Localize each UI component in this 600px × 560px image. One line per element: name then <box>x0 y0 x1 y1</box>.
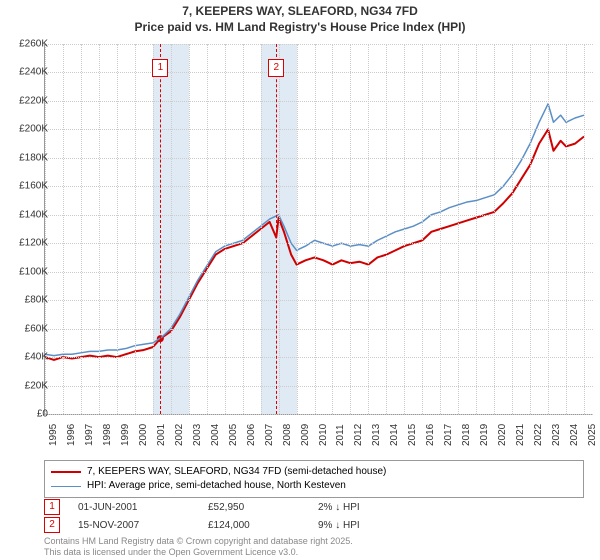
x-tick-label: 2015 <box>407 424 418 446</box>
x-tick-label: 2001 <box>156 424 167 446</box>
x-tick-label: 2011 <box>335 424 346 446</box>
annotation-date-1: 01-JUN-2001 <box>78 502 208 513</box>
y-tick-label: £220K <box>19 95 48 106</box>
y-tick-label: £120K <box>19 238 48 249</box>
footer-line2: This data is licensed under the Open Gov… <box>44 547 353 558</box>
x-tick-label: 2021 <box>515 424 526 446</box>
annotation-price-2: £124,000 <box>208 520 318 531</box>
annotation-table: 1 01-JUN-2001 £52,950 2% ↓ HPI 2 15-NOV-… <box>44 498 408 534</box>
y-tick-label: £20K <box>25 380 48 391</box>
legend-label-2: HPI: Average price, semi-detached house,… <box>87 479 346 493</box>
legend-swatch-1 <box>51 471 81 473</box>
x-tick-label: 2014 <box>389 424 400 446</box>
x-tick-label: 2004 <box>210 424 221 446</box>
x-tick-label: 2016 <box>425 424 436 446</box>
x-tick-label: 2012 <box>353 424 364 446</box>
x-tick-label: 2008 <box>282 424 293 446</box>
title-line1: 7, KEEPERS WAY, SLEAFORD, NG34 7FD <box>0 4 600 20</box>
x-tick-label: 2022 <box>533 424 544 446</box>
chart-title: 7, KEEPERS WAY, SLEAFORD, NG34 7FD Price… <box>0 0 600 35</box>
y-tick-label: £80K <box>25 295 48 306</box>
x-tick-label: 1996 <box>66 424 77 446</box>
x-tick-label: 1998 <box>102 424 113 446</box>
chart-container: 7, KEEPERS WAY, SLEAFORD, NG34 7FD Price… <box>0 0 600 560</box>
x-tick-label: 2006 <box>246 424 257 446</box>
y-tick-label: £0 <box>37 409 48 420</box>
legend-label-1: 7, KEEPERS WAY, SLEAFORD, NG34 7FD (semi… <box>87 465 386 479</box>
y-tick-label: £140K <box>19 209 48 220</box>
y-tick-label: £200K <box>19 124 48 135</box>
x-tick-label: 2000 <box>138 424 149 446</box>
annotation-row-2: 2 15-NOV-2007 £124,000 9% ↓ HPI <box>44 516 408 534</box>
legend-swatch-2 <box>51 486 81 487</box>
x-tick-label: 2005 <box>228 424 239 446</box>
x-tick-label: 2023 <box>551 424 562 446</box>
x-tick-label: 2013 <box>371 424 382 446</box>
footer-line1: Contains HM Land Registry data © Crown c… <box>44 536 353 547</box>
y-tick-label: £40K <box>25 352 48 363</box>
legend-item-1: 7, KEEPERS WAY, SLEAFORD, NG34 7FD (semi… <box>51 465 577 479</box>
x-tick-label: 1997 <box>84 424 95 446</box>
x-tick-label: 2019 <box>479 424 490 446</box>
annotation-date-2: 15-NOV-2007 <box>78 520 208 531</box>
x-tick-label: 2002 <box>174 424 185 446</box>
x-tick-label: 2003 <box>192 424 203 446</box>
x-tick-label: 2007 <box>264 424 275 446</box>
y-tick-label: £180K <box>19 152 48 163</box>
title-line2: Price paid vs. HM Land Registry's House … <box>0 20 600 36</box>
x-tick-label: 2010 <box>318 424 329 446</box>
x-tick-label: 2009 <box>300 424 311 446</box>
x-tick-label: 2020 <box>497 424 508 446</box>
marker-box-2: 2 <box>268 59 284 77</box>
x-tick-label: 1999 <box>120 424 131 446</box>
y-tick-label: £240K <box>19 67 48 78</box>
x-tick-label: 2017 <box>443 424 454 446</box>
annotation-pct-2: 9% ↓ HPI <box>318 520 408 531</box>
x-tick-label: 2025 <box>587 424 598 446</box>
line-layer <box>45 44 593 414</box>
marker-box-1: 1 <box>152 59 168 77</box>
footer-text: Contains HM Land Registry data © Crown c… <box>44 536 353 558</box>
annotation-pct-1: 2% ↓ HPI <box>318 502 408 513</box>
annotation-marker-2: 2 <box>44 517 60 533</box>
plot-area: 12 <box>44 44 593 415</box>
x-tick-label: 2024 <box>569 424 580 446</box>
x-tick-label: 2018 <box>461 424 472 446</box>
legend-item-2: HPI: Average price, semi-detached house,… <box>51 479 577 493</box>
y-tick-label: £60K <box>25 323 48 334</box>
annotation-row-1: 1 01-JUN-2001 £52,950 2% ↓ HPI <box>44 498 408 516</box>
legend-box: 7, KEEPERS WAY, SLEAFORD, NG34 7FD (semi… <box>44 460 584 498</box>
annotation-price-1: £52,950 <box>208 502 318 513</box>
x-tick-label: 1995 <box>48 424 59 446</box>
y-tick-label: £260K <box>19 39 48 50</box>
annotation-marker-1: 1 <box>44 499 60 515</box>
y-tick-label: £160K <box>19 181 48 192</box>
y-tick-label: £100K <box>19 266 48 277</box>
